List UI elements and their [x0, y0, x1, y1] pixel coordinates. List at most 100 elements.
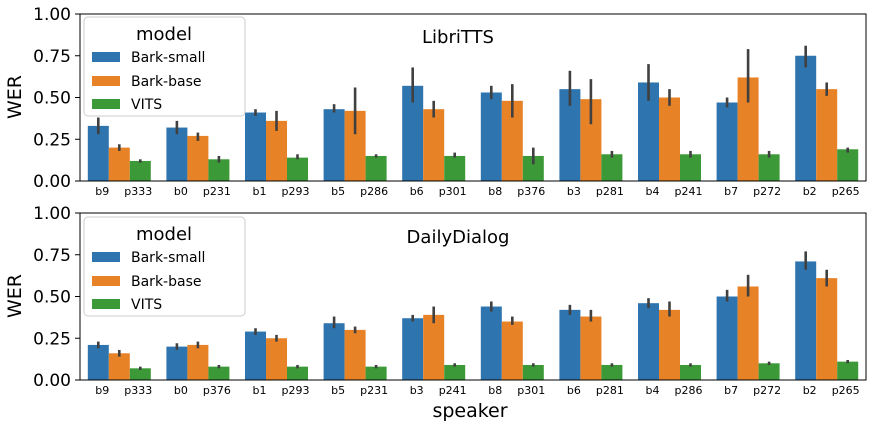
errorbars-dailydialog [97, 251, 850, 370]
y-ticks-dailydialog: 0.00 0.25 0.50 0.75 1.00 [33, 204, 80, 391]
legend-label-bark-base: Bark-base [131, 74, 201, 90]
bar-vits-b2-p265 [837, 361, 859, 380]
legend-label-vits: VITS [131, 97, 162, 113]
bar-bark-small-b8-p301 [480, 306, 502, 380]
legend-box [83, 16, 246, 117]
x-tick-label: p265 [832, 185, 860, 198]
y-tick-label: 0.00 [33, 371, 71, 391]
x-tick-label: p293 [282, 384, 310, 397]
x-tick-label: p376 [203, 384, 231, 397]
legend-swatch-bark-small [92, 52, 120, 62]
bar-vits-b1-p293 [287, 157, 308, 181]
x-tick-label: p333 [124, 384, 152, 397]
bar-vits-b6-p281 [601, 364, 623, 380]
x-tick-label: b0 [174, 185, 188, 198]
x-tick-label: b3 [567, 185, 581, 198]
bar-bark-small-b3-p281 [559, 89, 581, 181]
y-tick-label: 0.00 [33, 172, 71, 192]
bar-bark-base-b8-p301 [501, 321, 523, 380]
bar-bark-small-b6-p301 [402, 85, 424, 181]
bar-bark-small-b5-p231 [323, 323, 345, 380]
x-tick-label: b1 [253, 185, 267, 198]
y-tick-label: 1.00 [33, 204, 71, 224]
bar-bark-small-b4-p241 [638, 82, 659, 181]
y-tick-label: 0.50 [33, 89, 71, 109]
x-tick-label: b9 [95, 185, 109, 198]
bar-bark-small-b0-p376 [166, 346, 188, 380]
bar-bark-base-b9-p333 [108, 353, 130, 380]
bar-bark-base-b3-p241 [423, 314, 445, 380]
bar-vits-b6-p301 [444, 155, 466, 181]
bar-bark-small-b2-p265 [795, 261, 817, 380]
legend-swatch-vits [92, 99, 120, 109]
legend-box [83, 216, 246, 317]
chart-title-dailydialog: DailyDialog [407, 227, 510, 248]
x-tick-label: p265 [832, 384, 860, 397]
x-tick-label: p376 [517, 185, 545, 198]
x-tick-label: b4 [646, 185, 660, 198]
legend-label-vits: VITS [131, 297, 162, 313]
legend-title: model [136, 224, 192, 245]
y-tick-label: 0.75 [33, 47, 71, 67]
x-tick-label: p293 [282, 185, 310, 198]
y-tick-label: 1.00 [33, 5, 71, 25]
legend-dailydialog: model Bark-small Bark-base VITS [83, 216, 246, 317]
x-tick-label: p231 [203, 185, 231, 198]
bar-bark-base-b5-p286 [344, 110, 366, 181]
x-tick-label: b5 [331, 185, 345, 198]
bar-vits-b3-p241 [444, 364, 466, 380]
x-tick-label: b2 [803, 384, 817, 397]
bar-bark-base-b1-p293 [266, 120, 287, 181]
panel-libritts: 0.00 0.25 0.50 0.75 1.00 b9 p333 b0 p231 b1 p293 b… [4, 5, 867, 198]
bar-bark-small-b2-p265 [795, 55, 817, 181]
x-tick-label: p281 [596, 384, 624, 397]
bar-bark-small-b9-p333 [87, 344, 109, 380]
bar-vits-b4-p286 [680, 364, 701, 380]
x-tick-label: b2 [803, 185, 817, 198]
bar-vits-b9-p333 [129, 368, 151, 380]
x-tick-label: p241 [675, 185, 703, 198]
x-tick-label: p333 [124, 185, 152, 198]
bar-vits-b4-p241 [680, 154, 701, 181]
x-tick-label: p272 [753, 185, 781, 198]
bar-bark-base-b1-p293 [266, 338, 287, 380]
bar-bark-small-b0-p231 [166, 127, 188, 181]
bar-bark-small-b3-p241 [402, 318, 424, 380]
x-axis-label: speaker [432, 400, 507, 422]
x-tick-label: b3 [410, 384, 424, 397]
bar-vits-b5-p286 [365, 155, 387, 181]
bar-bark-base-b2-p265 [816, 278, 838, 380]
bar-vits-b2-p265 [837, 149, 859, 181]
x-tick-label: b7 [724, 185, 738, 198]
x-tick-label: b4 [646, 384, 660, 397]
bar-bark-small-b4-p286 [638, 303, 659, 380]
bar-bark-small-b9-p333 [87, 125, 109, 181]
legend-swatch-bark-small [92, 252, 120, 262]
bar-bark-base-b6-p281 [580, 316, 602, 380]
x-ticks-dailydialog: b9 p333 b0 p376 b1 p293 b5 p231 b3 p241 b8 p301 b6 p2… [95, 384, 859, 397]
legend-label-bark-base: Bark-base [131, 274, 201, 290]
bar-bark-small-b5-p286 [323, 109, 345, 181]
x-tick-label: p272 [753, 384, 781, 397]
x-tick-label: p286 [360, 185, 388, 198]
legend-swatch-bark-base [92, 76, 120, 86]
x-tick-label: b5 [331, 384, 345, 397]
bar-vits-b8-p301 [522, 364, 544, 380]
y-axis-label-dailydialog: WER [4, 274, 26, 318]
x-tick-label: b8 [488, 185, 502, 198]
bar-vits-b7-p272 [758, 363, 780, 380]
bar-vits-b5-p231 [365, 366, 387, 380]
legend-label-bark-small: Bark-small [131, 50, 205, 66]
bar-bark-small-b7-p272 [716, 102, 738, 181]
panel-dailydialog: 0.000.250.500.751.00 b9 p333 b0 p376 b1 p293 b… [4, 204, 867, 422]
x-ticks-libritts: b9 p333 b0 p231 b1 p293 b5 p286 b6 p301 b8 p376 b3 p2… [95, 185, 859, 198]
x-tick-label: p281 [596, 185, 624, 198]
bar-bark-base-b4-p241 [659, 97, 680, 181]
x-tick-label: b7 [724, 384, 738, 397]
y-tick-label: 0.25 [33, 329, 71, 349]
bars-dailydialog [87, 261, 859, 380]
y-tick-label: 0.25 [33, 130, 71, 150]
legend-label-bark-small: Bark-small [131, 250, 205, 266]
bar-bark-base-b9-p333 [108, 147, 130, 181]
